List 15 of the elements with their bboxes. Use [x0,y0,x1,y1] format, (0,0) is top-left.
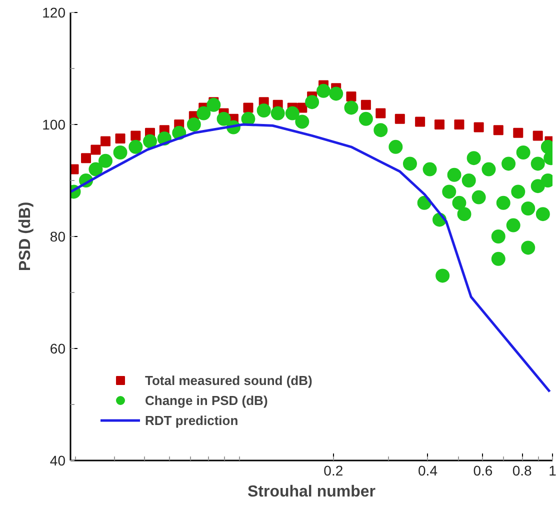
x-tick-label: 0.2 [324,462,344,478]
y-tick-label: 120 [42,4,66,20]
x-tick-label: 0.4 [418,462,438,478]
x-axis-title: Strouhal number [247,484,376,500]
y-tick-label: 100 [42,116,66,132]
x-tick-label: 0.6 [473,462,493,478]
x-tick-label: 0.8 [512,462,532,478]
y-tick-label: 40 [50,452,66,468]
legend-label: Change in PSD (dB) [145,392,268,408]
y-axis-title: PSD (dB) [17,202,34,272]
legend-label: Total measured sound (dB) [145,372,312,388]
y-tick-label: 60 [50,340,66,356]
x-tick-label: 1 [548,462,557,478]
y-tick-label: 80 [50,228,66,244]
legend-label: RDT prediction [145,412,238,428]
